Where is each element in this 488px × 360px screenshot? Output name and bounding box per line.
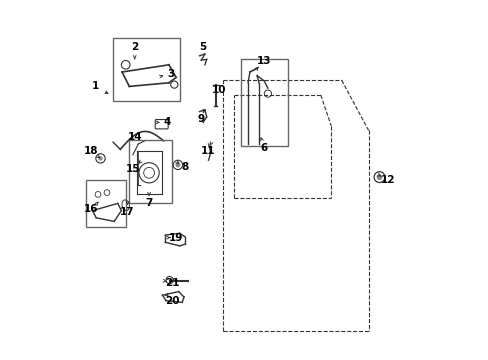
Text: 17: 17 (120, 207, 135, 217)
Circle shape (98, 156, 102, 161)
Text: 2: 2 (131, 42, 138, 52)
Text: 14: 14 (127, 132, 142, 142)
Text: 18: 18 (84, 146, 99, 156)
Text: 16: 16 (84, 204, 99, 214)
Text: 21: 21 (165, 278, 180, 288)
Text: 4: 4 (163, 117, 170, 127)
Text: 19: 19 (168, 233, 183, 243)
Bar (129, 140, 172, 203)
Text: 11: 11 (201, 146, 215, 156)
Text: 3: 3 (167, 69, 174, 79)
Bar (113, 38, 179, 101)
Text: 13: 13 (257, 56, 271, 66)
Text: 7: 7 (145, 198, 152, 208)
Circle shape (175, 162, 180, 167)
Text: 9: 9 (197, 114, 204, 124)
Text: 15: 15 (125, 164, 140, 174)
Bar (241, 59, 287, 146)
Text: 8: 8 (181, 162, 188, 172)
Text: 5: 5 (199, 42, 206, 52)
Text: 12: 12 (381, 175, 395, 185)
Text: 1: 1 (91, 81, 99, 91)
Circle shape (376, 174, 382, 180)
Bar (86, 180, 125, 227)
Text: 10: 10 (212, 85, 226, 95)
Text: 6: 6 (260, 143, 267, 153)
Text: 20: 20 (165, 296, 180, 306)
